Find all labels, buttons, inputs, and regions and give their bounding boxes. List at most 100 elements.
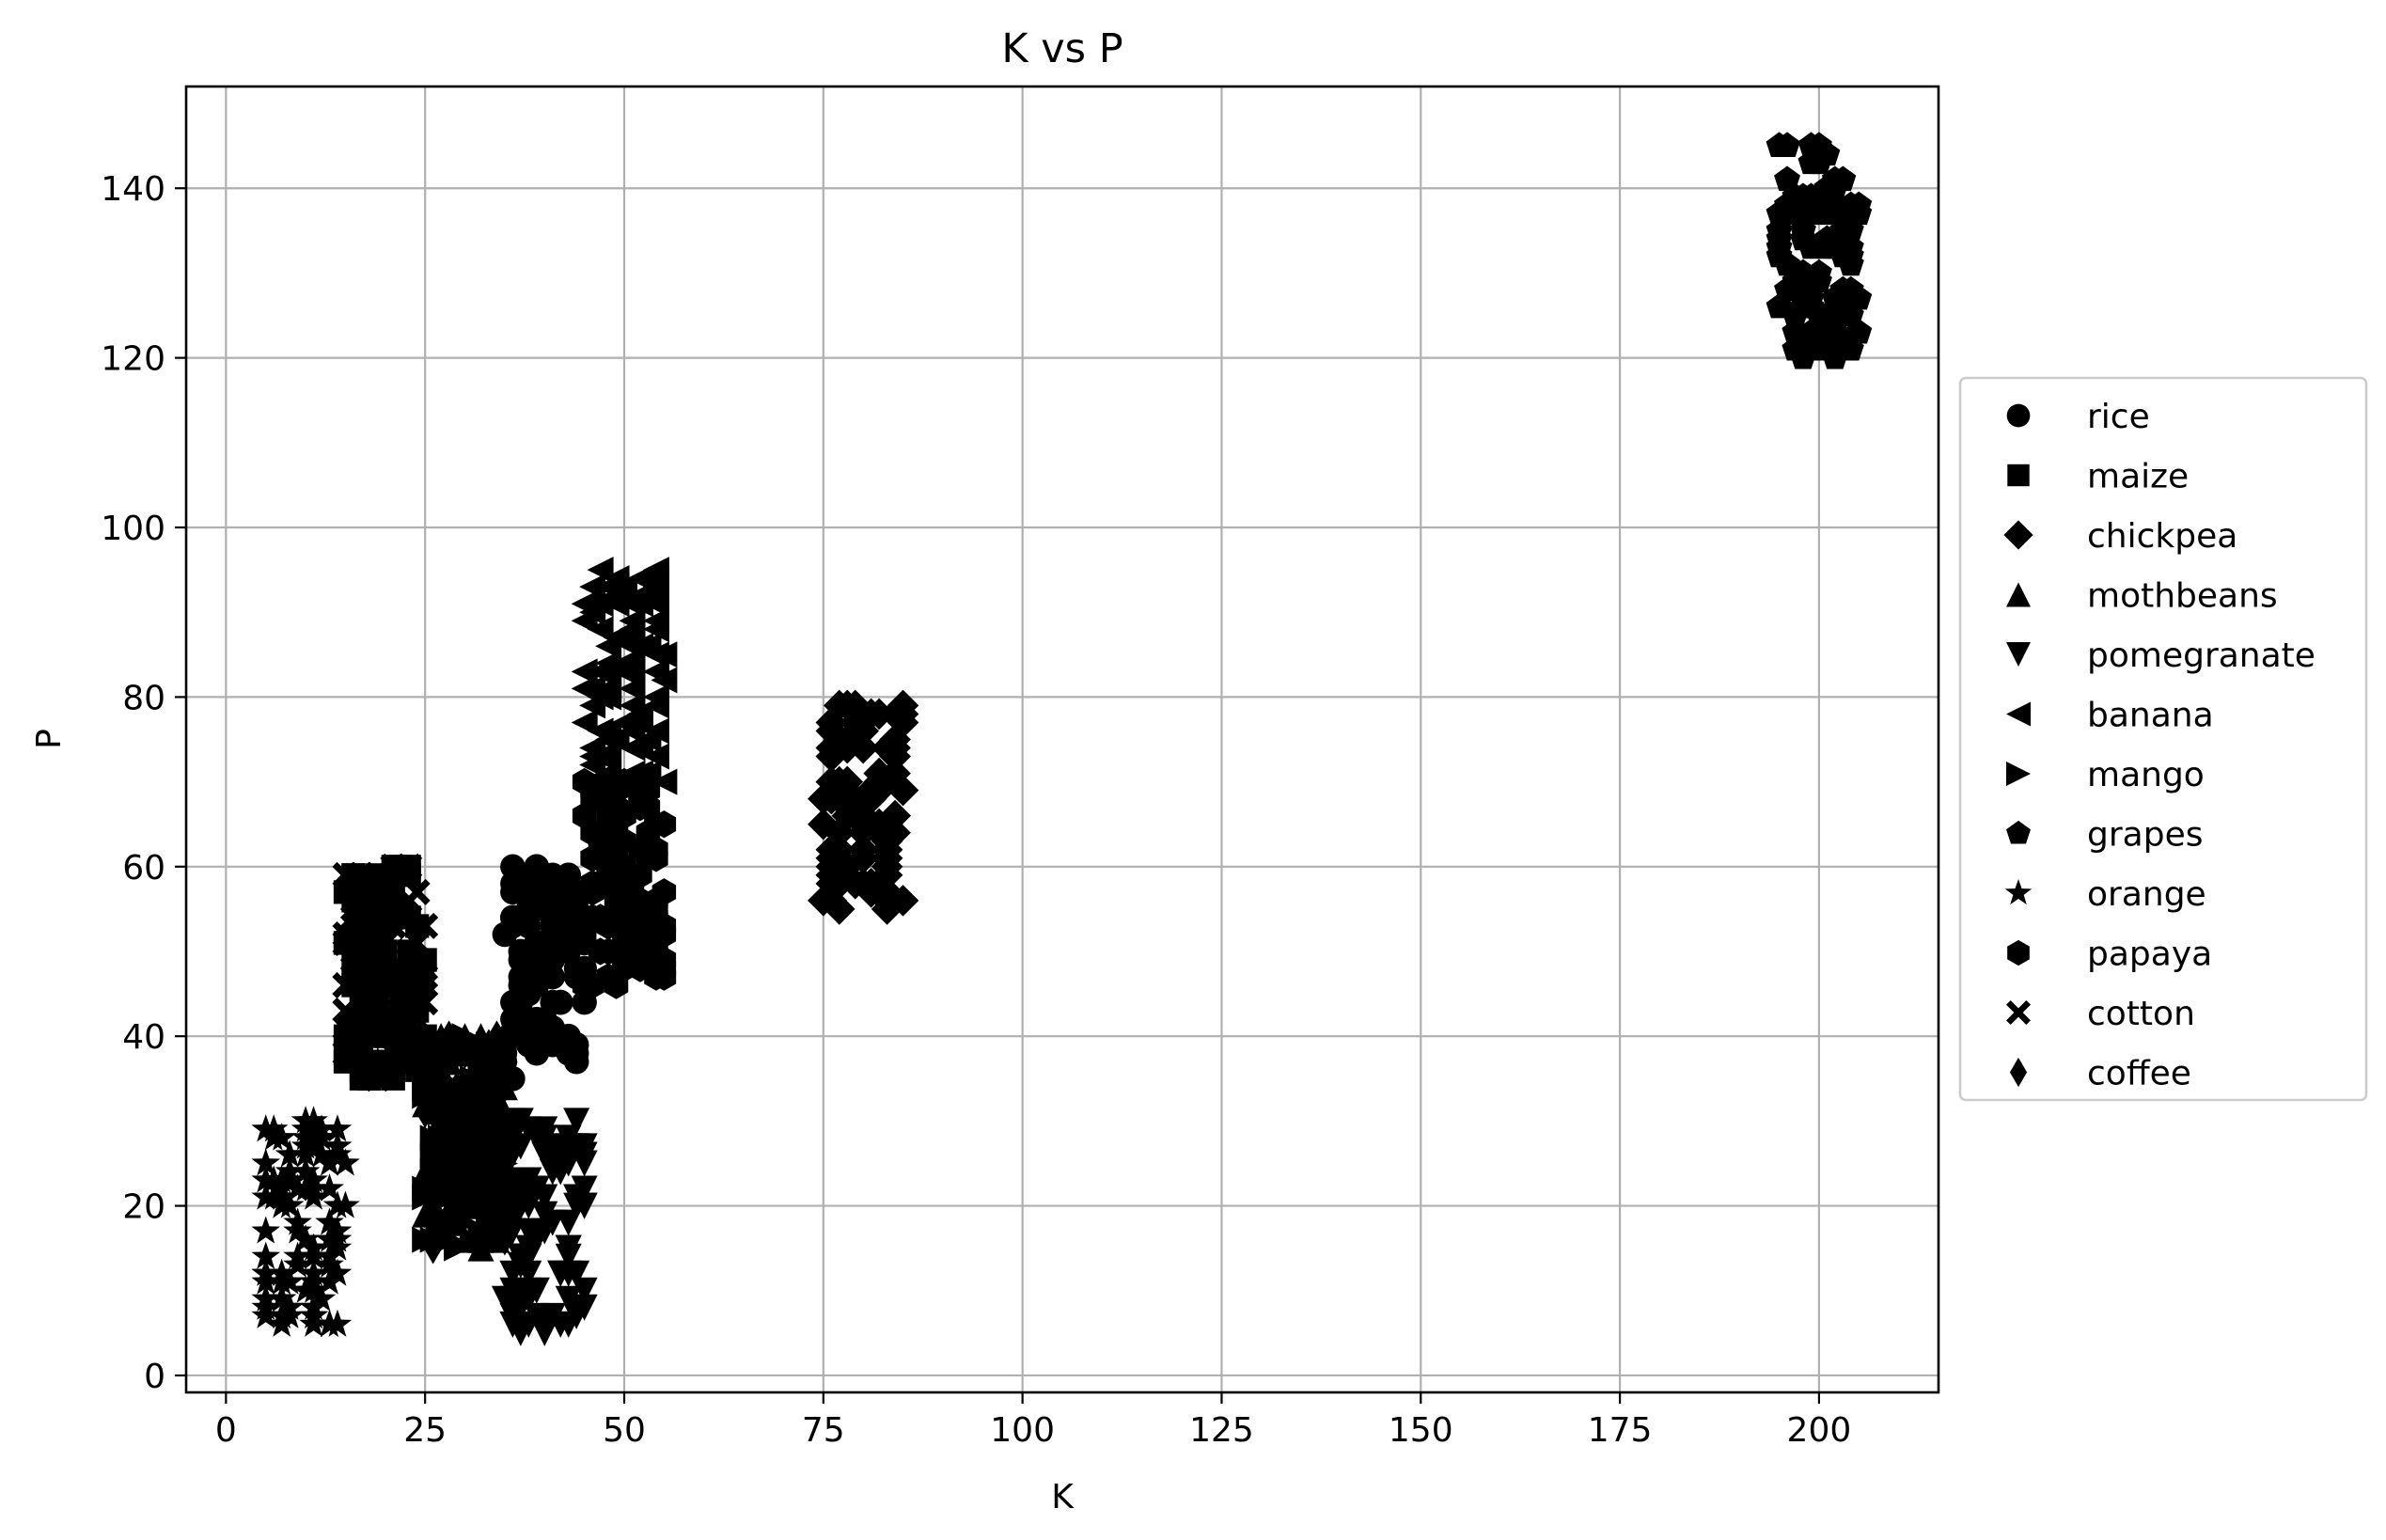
series-chickpea bbox=[808, 689, 919, 925]
x-tick-label: 100 bbox=[990, 1411, 1055, 1450]
legend-item-coffee: coffee bbox=[2009, 1055, 2191, 1093]
point-coffee bbox=[471, 1172, 491, 1205]
point-banana bbox=[651, 667, 678, 694]
legend-item-grapes: grapes bbox=[2006, 816, 2203, 855]
legend-label-pomegranate: pomegranate bbox=[2087, 636, 2315, 675]
point-cotton bbox=[355, 1023, 383, 1050]
point-rice bbox=[531, 955, 557, 982]
point-papaya bbox=[651, 878, 677, 906]
point-mango bbox=[412, 1175, 439, 1202]
point-orange bbox=[306, 1283, 337, 1312]
point-papaya bbox=[572, 920, 597, 949]
point-orange bbox=[290, 1275, 321, 1303]
point-banana bbox=[579, 734, 606, 762]
point-orange bbox=[283, 1249, 312, 1278]
legend-item-chickpea: chickpea bbox=[2003, 517, 2237, 556]
point-chickpea bbox=[823, 816, 856, 849]
y-axis-label: P bbox=[30, 729, 69, 749]
point-orange bbox=[251, 1300, 281, 1328]
point-cotton bbox=[355, 964, 383, 991]
point-grapes bbox=[1837, 284, 1864, 310]
point-coffee bbox=[423, 1232, 443, 1265]
point-coffee bbox=[471, 1096, 491, 1129]
point-pomegranate bbox=[507, 1108, 534, 1135]
y-axis: 0 20 40 60 80 100 120 140 bbox=[101, 170, 186, 1396]
point-coffee bbox=[479, 1029, 498, 1061]
point-papaya bbox=[651, 963, 677, 991]
point-coffee bbox=[423, 1189, 443, 1222]
point-orange bbox=[251, 1258, 281, 1286]
point-banana bbox=[651, 641, 678, 668]
x-tick-label: 75 bbox=[802, 1411, 845, 1450]
point-pomegranate bbox=[563, 1302, 590, 1329]
x-axis-label: K bbox=[1051, 1478, 1075, 1516]
legend-label-mothbeans: mothbeans bbox=[2087, 577, 2278, 616]
legend-label-orange: orange bbox=[2087, 875, 2206, 914]
legend-item-mothbeans: mothbeans bbox=[2006, 577, 2278, 616]
point-banana bbox=[619, 692, 646, 719]
point-banana bbox=[595, 717, 622, 745]
point-papaya bbox=[588, 937, 613, 966]
point-coffee bbox=[439, 1079, 459, 1112]
point-orange bbox=[251, 1216, 281, 1244]
point-cotton bbox=[396, 998, 423, 1025]
point-banana bbox=[642, 607, 669, 635]
point-cotton bbox=[332, 998, 359, 1025]
series-banana bbox=[571, 557, 678, 795]
point-orange bbox=[306, 1123, 337, 1151]
point-orange bbox=[267, 1309, 296, 1337]
point-banana bbox=[619, 658, 646, 685]
point-orange bbox=[290, 1139, 321, 1168]
point-mango bbox=[412, 1082, 439, 1109]
legend-marker-grapes bbox=[2006, 820, 2031, 844]
legend-marker-cotton bbox=[2006, 1000, 2031, 1025]
point-papaya bbox=[572, 801, 597, 830]
y-tick-label: 140 bbox=[101, 170, 165, 209]
point-orange bbox=[267, 1173, 296, 1202]
point-orange bbox=[299, 1182, 328, 1210]
point-banana bbox=[571, 709, 598, 736]
legend-marker-papaya bbox=[2007, 939, 2030, 966]
point-papaya bbox=[636, 844, 661, 872]
point-coffee bbox=[495, 1215, 514, 1248]
point-orange bbox=[299, 1292, 328, 1320]
point-banana bbox=[579, 590, 606, 618]
point-orange bbox=[299, 1309, 328, 1337]
point-banana bbox=[595, 743, 622, 770]
point-chickpea bbox=[815, 740, 848, 773]
point-banana bbox=[626, 565, 653, 592]
point-chickpea bbox=[855, 698, 887, 731]
y-tick-label: 20 bbox=[122, 1188, 165, 1227]
point-coffee bbox=[495, 1105, 514, 1138]
point-chickpea bbox=[815, 782, 848, 815]
point-orange bbox=[275, 1165, 305, 1193]
legend-marker-rice bbox=[2006, 403, 2031, 428]
point-orange bbox=[322, 1114, 353, 1142]
point-pomegranate bbox=[531, 1124, 558, 1152]
point-rice bbox=[508, 989, 534, 1015]
point-orange bbox=[251, 1114, 281, 1142]
point-cotton bbox=[332, 1040, 359, 1067]
legend-marker-orange bbox=[2004, 879, 2033, 905]
point-chickpea bbox=[815, 885, 848, 917]
point-grapes bbox=[1845, 199, 1873, 226]
point-orange bbox=[290, 1156, 321, 1185]
point-orange bbox=[315, 1148, 344, 1176]
y-tick-label: 120 bbox=[101, 340, 165, 379]
point-grapes bbox=[1789, 199, 1816, 226]
point-orange bbox=[299, 1241, 328, 1269]
point-coffee bbox=[423, 1122, 443, 1155]
point-cotton bbox=[412, 912, 439, 939]
legend-label-mango: mango bbox=[2087, 756, 2205, 794]
point-grapes bbox=[1813, 174, 1841, 200]
x-tick-label: 25 bbox=[403, 1411, 447, 1450]
point-pomegranate bbox=[563, 1108, 590, 1135]
point-chickpea bbox=[871, 765, 903, 798]
point-banana bbox=[587, 684, 614, 711]
legend-label-chickpea: chickpea bbox=[2087, 517, 2237, 556]
point-banana bbox=[579, 574, 606, 601]
point-pomegranate bbox=[555, 1209, 582, 1236]
point-orange bbox=[299, 1165, 328, 1193]
point-papaya bbox=[572, 767, 597, 796]
point-orange bbox=[275, 1139, 305, 1168]
